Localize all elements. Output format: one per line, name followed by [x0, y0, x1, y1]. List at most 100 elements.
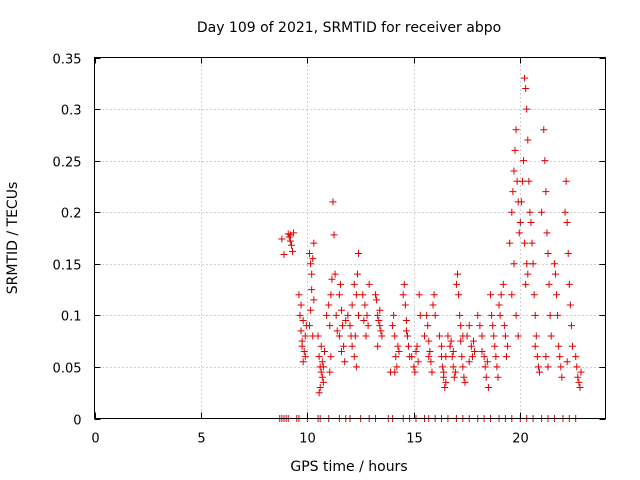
data-point: [553, 291, 561, 299]
data-point: [375, 317, 383, 325]
data-point: [389, 322, 397, 330]
y-tick-label: 0.2: [61, 207, 82, 222]
data-point: [337, 347, 345, 355]
data-point: [468, 353, 476, 361]
data-point: [306, 322, 314, 330]
data-point: [551, 270, 559, 278]
data-point: [534, 363, 542, 371]
data-point: [408, 353, 416, 361]
data-point: [351, 332, 359, 340]
data-point: [504, 342, 512, 350]
data-point: [554, 311, 562, 319]
x-tick-label: 20: [512, 432, 529, 447]
data-point: [449, 347, 457, 355]
data-point: [410, 363, 418, 371]
data-point: [308, 286, 316, 294]
data-point: [325, 301, 333, 309]
data-point: [531, 311, 539, 319]
data-point: [297, 327, 305, 335]
data-point: [458, 353, 466, 361]
data-point: [521, 239, 529, 247]
data-point: [413, 342, 421, 350]
data-point: [348, 301, 356, 309]
data-point: [319, 363, 327, 371]
data-point: [427, 358, 435, 366]
data-point: [564, 249, 572, 257]
data-point: [542, 353, 550, 361]
data-point: [467, 342, 475, 350]
data-point: [435, 332, 443, 340]
data-point: [295, 291, 303, 299]
data-point: [390, 311, 398, 319]
data-point: [524, 270, 532, 278]
data-point: [428, 368, 436, 376]
data-point: [365, 280, 373, 288]
data-point: [471, 347, 479, 355]
data-point: [482, 373, 490, 381]
data-point: [459, 363, 467, 371]
data-point: [424, 322, 432, 330]
data-point: [454, 270, 462, 278]
data-point: [531, 342, 539, 350]
data-point: [465, 358, 473, 366]
data-point: [438, 342, 446, 350]
data-point: [442, 378, 450, 386]
data-point: [329, 198, 337, 206]
data-point: [510, 260, 518, 268]
data-point: [575, 378, 583, 386]
data-point: [499, 280, 507, 288]
y-tick-labels: 0 0.05 0.1 0.15 0.2 0.25 0.3 0.35: [53, 53, 82, 429]
data-point: [355, 249, 363, 257]
data-point: [391, 368, 399, 376]
data-point: [278, 235, 286, 243]
data-point: [496, 311, 504, 319]
data-point: [529, 260, 537, 268]
data-point: [540, 126, 548, 134]
y-tick-label: 0: [73, 414, 81, 429]
data-point: [377, 327, 385, 335]
data-point: [414, 358, 422, 366]
data-point: [346, 322, 354, 330]
data-point: [300, 347, 308, 355]
data-point: [378, 332, 386, 340]
data-point: [561, 208, 569, 216]
data-point: [318, 373, 326, 381]
data-point: [524, 136, 532, 144]
data-point: [310, 296, 318, 304]
data-point: [478, 332, 486, 340]
data-point: [523, 260, 531, 268]
data-point: [511, 146, 519, 154]
data-point: [280, 251, 288, 259]
data-point: [520, 157, 528, 165]
data-point: [441, 384, 449, 392]
data-point: [546, 311, 554, 319]
data-point: [403, 332, 411, 340]
x-tick-labels: 0 5 10 15 20: [91, 432, 528, 447]
data-point: [429, 301, 437, 309]
data-point: [376, 306, 384, 314]
data-point: [493, 363, 501, 371]
data-point: [301, 353, 309, 361]
data-point: [492, 353, 500, 361]
data-point: [538, 208, 546, 216]
data-point: [523, 105, 531, 113]
data-point: [495, 301, 503, 309]
data-points: [276, 74, 585, 422]
data-point: [412, 347, 420, 355]
data-point: [474, 311, 482, 319]
data-point: [333, 327, 341, 335]
data-point: [487, 291, 495, 299]
data-point: [350, 353, 358, 361]
data-point: [442, 353, 450, 361]
axis-ticks: [94, 57, 606, 420]
data-point: [497, 291, 505, 299]
chart-title: Day 109 of 2021, SRMTID for receiver abp…: [197, 20, 501, 36]
data-point: [301, 332, 309, 340]
data-point: [372, 291, 380, 299]
data-point: [500, 322, 508, 330]
data-point: [376, 322, 384, 330]
data-point: [430, 291, 438, 299]
data-point: [287, 241, 295, 249]
data-point: [374, 311, 382, 319]
y-tick-label: 0.05: [53, 362, 82, 377]
